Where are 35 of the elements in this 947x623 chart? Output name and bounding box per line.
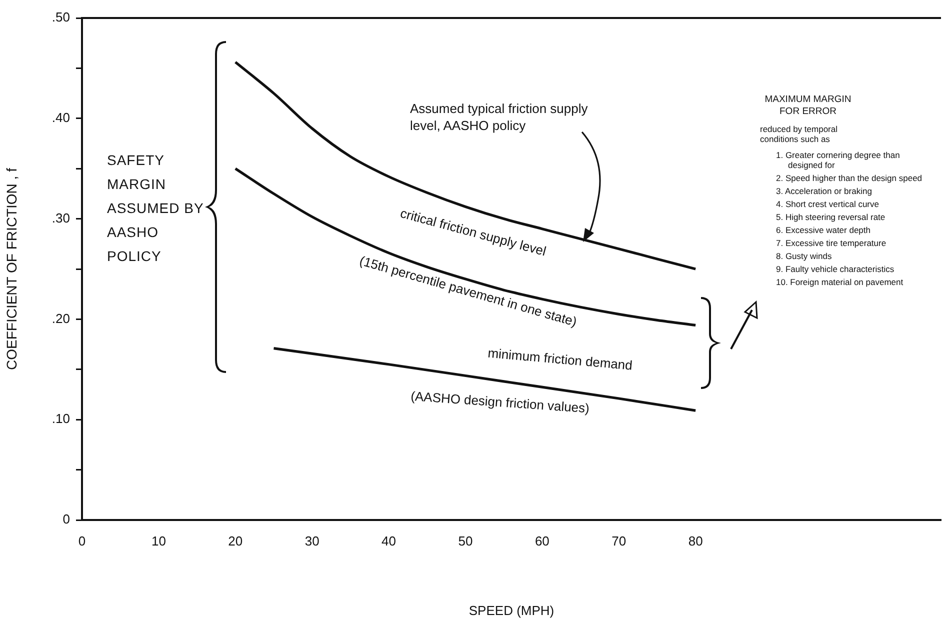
x-tick-label: 40 bbox=[382, 533, 396, 548]
annotation: 9. Faulty vehicle characteristics bbox=[775, 264, 896, 274]
y-tick-label: 0 bbox=[62, 512, 70, 527]
annotation: 6. Excessive water depth bbox=[775, 225, 872, 235]
annotation: 7. Excessive tire temperature bbox=[775, 238, 888, 248]
annotation: (AASHO design friction values) bbox=[410, 388, 590, 416]
annotation: MAXIMUM MARGIN FOR ERROR bbox=[764, 94, 852, 118]
annotation: 10. Foreign material on pavement bbox=[775, 277, 904, 287]
x-tick-label: 20 bbox=[228, 533, 243, 548]
x-tick-label: 70 bbox=[612, 533, 626, 548]
y-tick-label: .50 bbox=[52, 10, 70, 25]
annotation: critical friction supply level bbox=[398, 205, 548, 259]
annotation: 2. Speed higher than the design speed bbox=[775, 173, 924, 183]
y-tick-label: .20 bbox=[52, 310, 70, 326]
y-tick-label: .40 bbox=[52, 110, 70, 125]
x-tick-label: 80 bbox=[688, 533, 703, 548]
annotation: 5. High steering reversal rate bbox=[775, 212, 886, 222]
y-axis-title: COEFFICIENT OF FRICTION , f bbox=[3, 168, 20, 370]
annotation: 3. Acceleration or braking bbox=[775, 186, 873, 196]
annotation: 4. Short crest vertical curve bbox=[775, 199, 880, 209]
annotation: 1. Greater cornering degree than designed for bbox=[775, 150, 901, 170]
x-tick-label: 10 bbox=[151, 533, 166, 548]
line-series bbox=[234, 167, 697, 327]
annotation: reduced by temporal conditions such as bbox=[760, 124, 838, 144]
annotation: 8. Gusty winds bbox=[775, 251, 833, 261]
y-tick-label: .30 bbox=[52, 210, 70, 226]
annotation: Assumed typical friction supply level, AASHO policy bbox=[410, 100, 589, 134]
x-tick-label: 50 bbox=[458, 533, 473, 548]
x-axis-title: SPEED (MPH) bbox=[468, 602, 554, 618]
x-tick-label: 30 bbox=[304, 533, 320, 548]
annotation: SAFETY MARGIN ASSUMED BY AASHO POLICY bbox=[107, 151, 205, 266]
x-tick-label: 60 bbox=[534, 533, 550, 548]
y-tick-label: .10 bbox=[52, 411, 70, 426]
annotation: minimum friction demand bbox=[487, 345, 633, 373]
x-tick-label: 0 bbox=[78, 533, 86, 548]
